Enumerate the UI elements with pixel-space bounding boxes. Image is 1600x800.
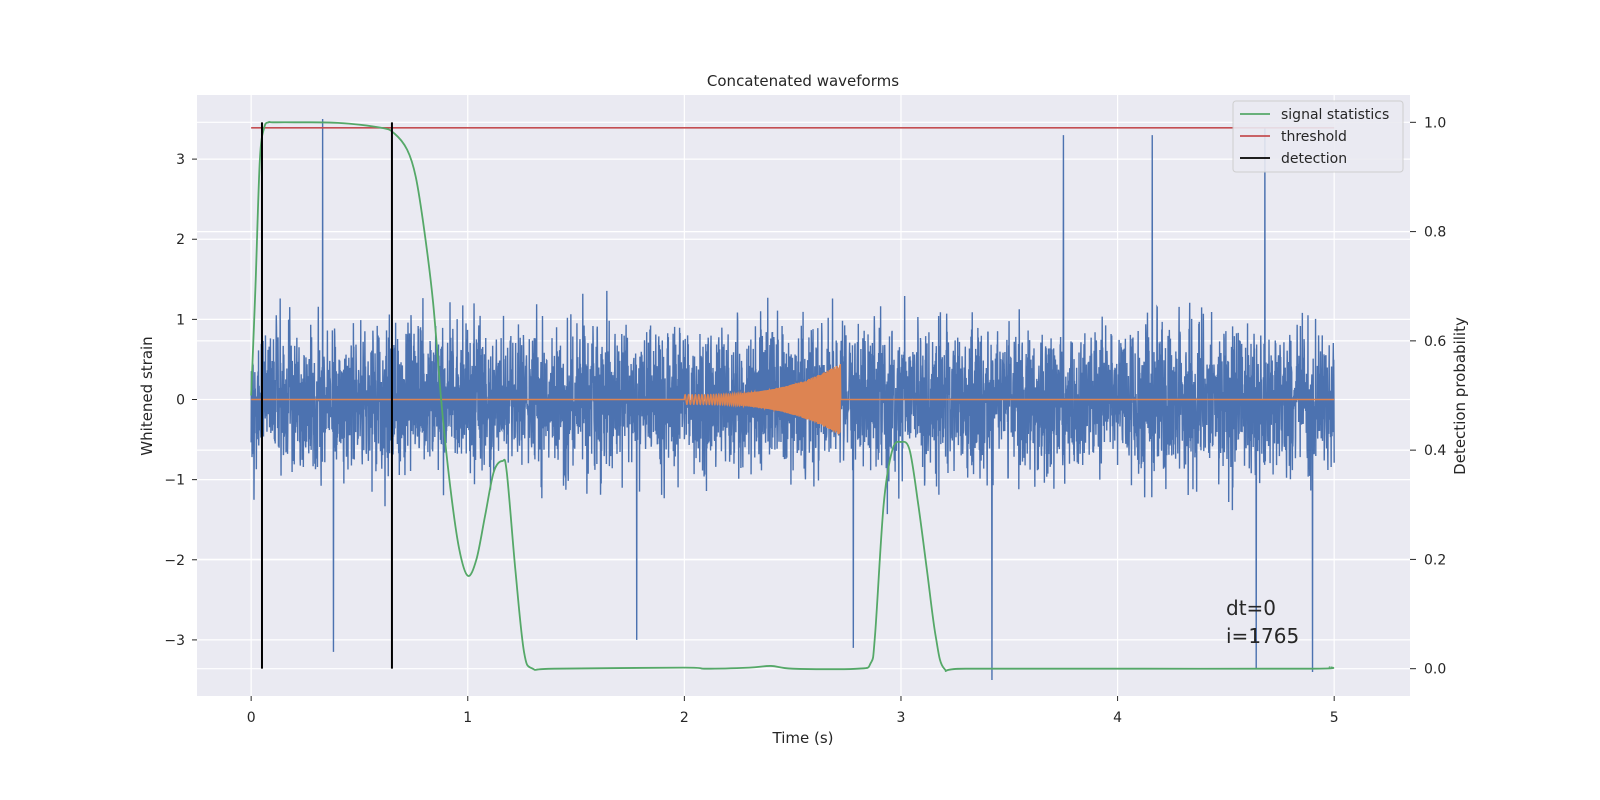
x-tick-label: 4 <box>1113 710 1122 726</box>
y-left-tick-label: −2 <box>164 553 185 569</box>
x-tick-label: 2 <box>680 710 689 726</box>
y-left-tick-label: 1 <box>176 312 185 328</box>
y-right-tick-label: 0.8 <box>1424 225 1446 241</box>
y-right-tick-label: 0.2 <box>1424 552 1446 568</box>
y-right-tick-label: 0.0 <box>1424 662 1446 678</box>
signal-statistics-line <box>250 121 1335 672</box>
detection-lines <box>260 122 393 669</box>
x-axis-ticks: 0 1 2 3 4 5 <box>247 696 1339 726</box>
y-left-tick-label: −1 <box>164 473 185 489</box>
legend-item-detection: detection <box>1240 151 1347 167</box>
y-left-tick-label: −3 <box>164 633 185 649</box>
y-left-tick-label: 2 <box>176 232 185 248</box>
data-layer <box>250 119 1335 680</box>
annotation-dt: dt=0 <box>1226 596 1276 620</box>
x-axis-label: Time (s) <box>772 729 834 747</box>
y-right-axis-label: Detection probability <box>1451 317 1469 475</box>
legend-label-threshold: threshold <box>1281 129 1347 145</box>
x-tick-label: 5 <box>1330 710 1339 726</box>
x-tick-label: 1 <box>463 710 472 726</box>
legend-label-signal-statistics: signal statistics <box>1281 107 1389 123</box>
x-tick-label: 0 <box>247 710 256 726</box>
left-axis-ticks: 3 2 1 0 −1 −2 −3 <box>164 152 197 649</box>
legend-box <box>1232 100 1404 173</box>
y-left-axis-label: Whitened strain <box>138 336 156 455</box>
legend-label-detection: detection <box>1281 151 1347 167</box>
annotation-index: i=1765 <box>1226 624 1299 648</box>
y-left-tick-label: 0 <box>176 393 185 409</box>
legend-item-threshold: threshold <box>1240 129 1347 145</box>
y-right-tick-label: 0.4 <box>1424 443 1446 459</box>
injected-chirp-series <box>251 364 1335 435</box>
legend: signal statistics threshold detection <box>1232 100 1404 173</box>
right-axis-ticks: 1.0 0.8 0.6 0.4 0.2 0.0 <box>1410 115 1446 678</box>
x-tick-label: 3 <box>897 710 906 726</box>
y-right-tick-label: 0.6 <box>1424 334 1446 350</box>
chart-title: Concatenated waveforms <box>707 72 899 90</box>
y-right-tick-label: 1.0 <box>1424 115 1446 131</box>
y-left-tick-label: 3 <box>176 152 185 168</box>
legend-item-signal-statistics: signal statistics <box>1240 107 1389 123</box>
